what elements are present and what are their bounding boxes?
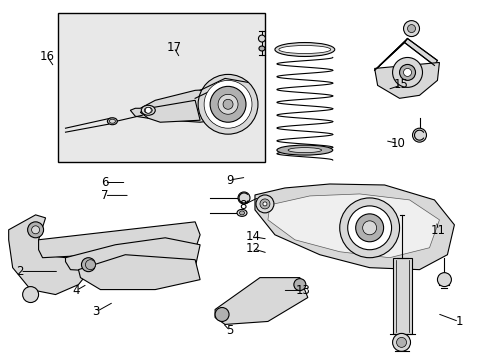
Text: 8: 8: [239, 199, 246, 212]
Ellipse shape: [107, 118, 117, 125]
Text: 4: 4: [72, 284, 80, 297]
Circle shape: [210, 86, 245, 122]
Circle shape: [392, 333, 410, 351]
Circle shape: [263, 202, 266, 206]
Circle shape: [198, 75, 258, 134]
Polygon shape: [374, 62, 439, 98]
Ellipse shape: [237, 210, 246, 216]
Text: 10: 10: [390, 137, 405, 150]
Polygon shape: [392, 258, 411, 334]
Text: 5: 5: [226, 324, 233, 337]
Polygon shape: [9, 215, 90, 294]
Circle shape: [223, 99, 233, 109]
Text: 6: 6: [101, 176, 108, 189]
Circle shape: [403, 21, 419, 37]
Circle shape: [355, 214, 383, 242]
Text: 9: 9: [225, 174, 233, 186]
Circle shape: [399, 64, 415, 80]
Circle shape: [255, 195, 273, 213]
Circle shape: [22, 287, 39, 302]
Text: 14: 14: [245, 230, 260, 243]
Circle shape: [347, 206, 391, 250]
Text: 3: 3: [92, 306, 99, 319]
Polygon shape: [140, 100, 200, 122]
Ellipse shape: [287, 148, 321, 153]
Ellipse shape: [274, 42, 334, 57]
Circle shape: [403, 68, 411, 76]
Ellipse shape: [258, 35, 265, 42]
Polygon shape: [254, 184, 453, 270]
Circle shape: [145, 107, 151, 113]
Polygon shape: [78, 255, 200, 289]
Polygon shape: [374, 39, 407, 71]
Ellipse shape: [109, 119, 115, 123]
Bar: [58, 13, 264, 162]
Text: 7: 7: [101, 189, 108, 202]
Text: 11: 11: [430, 224, 445, 237]
Polygon shape: [215, 278, 307, 324]
Circle shape: [203, 80, 251, 128]
Circle shape: [412, 128, 426, 142]
Polygon shape: [39, 222, 200, 258]
Circle shape: [396, 337, 406, 347]
Circle shape: [238, 192, 249, 204]
Ellipse shape: [141, 105, 155, 115]
Circle shape: [85, 260, 95, 270]
Polygon shape: [65, 238, 200, 275]
Circle shape: [407, 24, 415, 32]
Text: 15: 15: [393, 78, 408, 91]
Circle shape: [293, 279, 305, 291]
Circle shape: [362, 221, 376, 235]
Polygon shape: [267, 194, 439, 258]
Text: 17: 17: [166, 41, 181, 54]
Circle shape: [32, 226, 40, 234]
Circle shape: [27, 222, 43, 238]
Text: 16: 16: [40, 50, 54, 63]
Circle shape: [81, 258, 95, 272]
Text: 13: 13: [295, 284, 310, 297]
Ellipse shape: [276, 145, 332, 155]
Text: 1: 1: [454, 315, 462, 328]
Circle shape: [215, 307, 228, 321]
Circle shape: [437, 273, 450, 287]
Circle shape: [392, 58, 422, 87]
Text: 12: 12: [245, 242, 260, 255]
Polygon shape: [130, 88, 249, 122]
Polygon shape: [404, 39, 437, 66]
Ellipse shape: [239, 211, 244, 215]
Ellipse shape: [144, 107, 152, 113]
Text: 2: 2: [17, 265, 24, 278]
Circle shape: [218, 94, 238, 114]
Circle shape: [260, 199, 269, 209]
Circle shape: [339, 198, 399, 258]
Ellipse shape: [259, 46, 264, 51]
Ellipse shape: [278, 45, 330, 54]
